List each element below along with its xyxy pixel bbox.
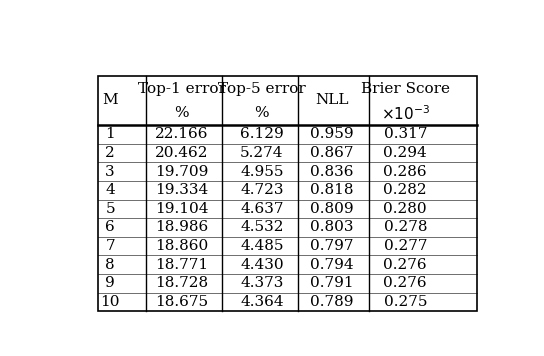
Text: 0.818: 0.818 (310, 183, 353, 197)
Text: 0.809: 0.809 (310, 202, 353, 216)
Text: 4: 4 (106, 183, 115, 197)
Text: 0.867: 0.867 (310, 146, 353, 160)
Text: 4.373: 4.373 (240, 276, 283, 290)
Text: 20.462: 20.462 (155, 146, 208, 160)
Text: 0.959: 0.959 (310, 127, 353, 141)
Text: 0.278: 0.278 (384, 220, 427, 235)
Text: 18.986: 18.986 (155, 220, 208, 235)
Text: 18.860: 18.860 (155, 239, 208, 253)
Text: 5.274: 5.274 (240, 146, 283, 160)
Text: 0.282: 0.282 (384, 183, 427, 197)
Text: %: % (255, 106, 269, 120)
Text: 8: 8 (106, 258, 115, 272)
Text: 1: 1 (106, 127, 115, 141)
Text: 4.532: 4.532 (240, 220, 283, 235)
Text: 4.430: 4.430 (240, 258, 284, 272)
Text: 19.104: 19.104 (155, 202, 208, 216)
Text: 2: 2 (106, 146, 115, 160)
Text: 4.485: 4.485 (240, 239, 283, 253)
Text: %: % (175, 106, 189, 120)
Text: 0.294: 0.294 (384, 146, 427, 160)
Text: 7: 7 (106, 239, 115, 253)
Text: 0.794: 0.794 (310, 258, 353, 272)
Text: 10: 10 (101, 295, 120, 309)
Text: 4.637: 4.637 (240, 202, 283, 216)
Text: 22.166: 22.166 (155, 127, 208, 141)
Text: 19.709: 19.709 (155, 164, 208, 179)
Text: 6: 6 (106, 220, 115, 235)
Text: 0.286: 0.286 (384, 164, 427, 179)
Text: 18.728: 18.728 (155, 276, 208, 290)
Text: 4.723: 4.723 (240, 183, 283, 197)
Text: M: M (102, 93, 118, 107)
Text: 0.275: 0.275 (384, 295, 427, 309)
Text: 0.317: 0.317 (384, 127, 427, 141)
Text: 3: 3 (106, 164, 115, 179)
Text: $\times 10^{-3}$: $\times 10^{-3}$ (381, 104, 430, 123)
Text: 18.675: 18.675 (155, 295, 208, 309)
Text: Top-1 error: Top-1 error (138, 82, 226, 96)
Text: 0.791: 0.791 (310, 276, 353, 290)
Text: 0.836: 0.836 (310, 164, 353, 179)
Text: Brier Score: Brier Score (361, 82, 450, 96)
Text: 0.803: 0.803 (310, 220, 353, 235)
Text: 19.334: 19.334 (155, 183, 208, 197)
Text: 0.276: 0.276 (384, 276, 427, 290)
Text: 4.364: 4.364 (240, 295, 284, 309)
Text: NLL: NLL (315, 93, 348, 107)
Text: 9: 9 (106, 276, 115, 290)
Text: 6.129: 6.129 (240, 127, 284, 141)
Text: 18.771: 18.771 (155, 258, 208, 272)
Text: 0.280: 0.280 (384, 202, 427, 216)
Text: 0.277: 0.277 (384, 239, 427, 253)
Text: Top-5 error: Top-5 error (218, 82, 306, 96)
Text: 4.955: 4.955 (240, 164, 283, 179)
Text: 0.789: 0.789 (310, 295, 353, 309)
Text: 0.276: 0.276 (384, 258, 427, 272)
Text: 0.797: 0.797 (310, 239, 353, 253)
Text: 5: 5 (106, 202, 115, 216)
